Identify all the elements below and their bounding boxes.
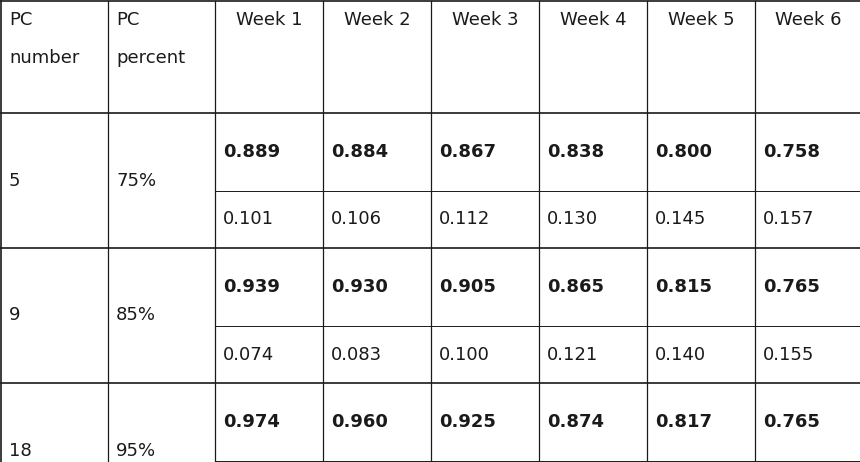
Text: 0.130: 0.130 xyxy=(547,211,598,229)
Text: number: number xyxy=(9,49,79,67)
Text: 0.867: 0.867 xyxy=(439,143,496,161)
Text: 0.939: 0.939 xyxy=(223,278,280,296)
Text: 0.930: 0.930 xyxy=(331,278,388,296)
Text: 0.889: 0.889 xyxy=(223,143,280,161)
Text: Week 3: Week 3 xyxy=(452,11,519,29)
Text: 95%: 95% xyxy=(116,442,157,460)
Text: 0.106: 0.106 xyxy=(331,211,382,229)
Text: 0.765: 0.765 xyxy=(763,278,820,296)
Text: 0.815: 0.815 xyxy=(655,278,712,296)
Text: 0.155: 0.155 xyxy=(763,346,814,364)
Text: 0.765: 0.765 xyxy=(763,413,820,431)
Text: 0.925: 0.925 xyxy=(439,413,496,431)
Text: 0.100: 0.100 xyxy=(439,346,490,364)
Text: Week 1: Week 1 xyxy=(236,11,302,29)
Text: Week 5: Week 5 xyxy=(667,11,734,29)
Text: 0.121: 0.121 xyxy=(547,346,599,364)
Text: 0.865: 0.865 xyxy=(547,278,604,296)
Text: 9: 9 xyxy=(9,306,21,324)
Text: 0.817: 0.817 xyxy=(655,413,712,431)
Text: Week 2: Week 2 xyxy=(344,11,410,29)
Text: 0.974: 0.974 xyxy=(223,413,280,431)
Text: Week 6: Week 6 xyxy=(775,11,842,29)
Text: Week 4: Week 4 xyxy=(560,11,626,29)
Text: 0.884: 0.884 xyxy=(331,143,388,161)
Text: 0.157: 0.157 xyxy=(763,211,814,229)
Text: PC: PC xyxy=(9,11,33,29)
Text: 0.083: 0.083 xyxy=(331,346,382,364)
Text: 85%: 85% xyxy=(116,306,156,324)
Text: 0.101: 0.101 xyxy=(223,211,274,229)
Text: 0.074: 0.074 xyxy=(223,346,274,364)
Text: 0.758: 0.758 xyxy=(763,143,820,161)
Text: 0.145: 0.145 xyxy=(655,211,706,229)
Text: 0.905: 0.905 xyxy=(439,278,496,296)
Text: percent: percent xyxy=(116,49,185,67)
Text: 0.140: 0.140 xyxy=(655,346,706,364)
Text: 18: 18 xyxy=(9,442,32,460)
Text: PC: PC xyxy=(116,11,139,29)
Text: 0.800: 0.800 xyxy=(655,143,712,161)
Text: 0.874: 0.874 xyxy=(547,413,604,431)
Text: 5: 5 xyxy=(9,171,21,189)
Text: 75%: 75% xyxy=(116,171,157,189)
Text: 0.112: 0.112 xyxy=(439,211,490,229)
Text: 0.838: 0.838 xyxy=(547,143,604,161)
Text: 0.960: 0.960 xyxy=(331,413,388,431)
